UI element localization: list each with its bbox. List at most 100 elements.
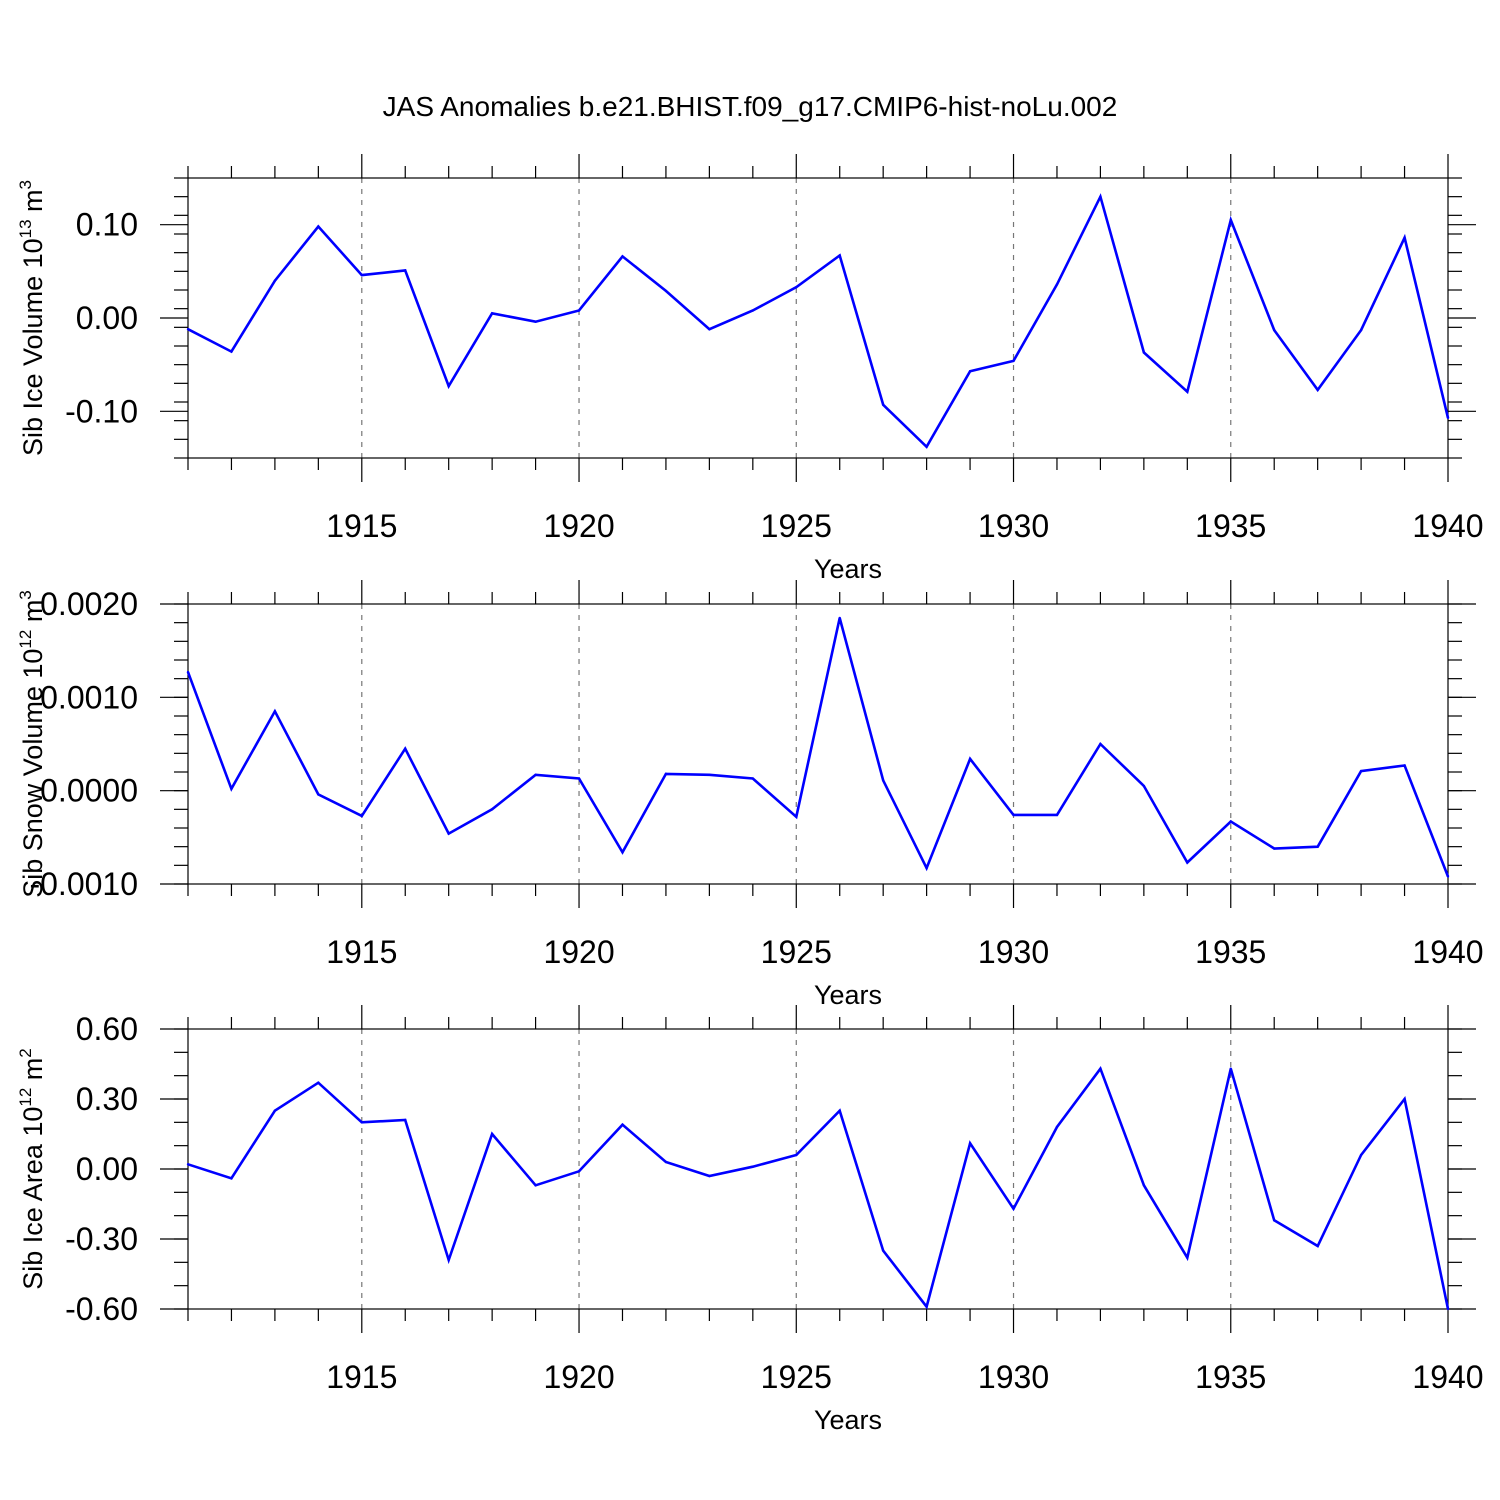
data-point-1937: [1316, 845, 1319, 848]
plot-frame: [187, 603, 1449, 885]
data-point-1940: [1446, 875, 1450, 878]
data-point-1931: [1055, 283, 1059, 286]
data-point-1932: [1099, 742, 1102, 746]
x-tick-label: 1915: [326, 934, 397, 970]
data-point-1933: [1142, 1184, 1146, 1187]
data-point-1920: [577, 1170, 581, 1173]
data-point-1911: [186, 670, 190, 674]
data-point-1930: [1012, 1207, 1015, 1210]
y-axis-label: Sib Ice Area 1012 m2: [16, 1048, 48, 1290]
data-point-1914: [317, 793, 320, 796]
data-point-1935: [1229, 218, 1232, 222]
data-point-1940: [1446, 1307, 1450, 1311]
data-point-1911: [186, 328, 190, 331]
data-point-1928: [925, 1305, 928, 1308]
data-point-1916: [404, 269, 407, 272]
data-point-1939: [1403, 1097, 1406, 1101]
data-point-1922: [664, 772, 668, 776]
data-point-1913: [273, 279, 277, 282]
data-point-1927: [881, 1249, 885, 1252]
x-axis-label: Years: [814, 554, 882, 584]
data-point-1939: [1403, 764, 1406, 767]
data-point-1937: [1316, 1244, 1319, 1248]
y-tick-label: -0.0010: [29, 866, 138, 902]
panels: 1915 1920 1925 1930 1935 1940 Years -0.10 0.00 0.…: [16, 154, 1484, 1435]
data-point-1930: [1012, 359, 1015, 363]
data-point-1940: [1446, 416, 1450, 420]
series-line-sib-ice-volume: [187, 193, 1450, 449]
data-point-1912: [230, 1177, 233, 1180]
y-axis-label: Sib Snow Volume 1012 m3: [16, 590, 48, 898]
x-tick-label: 1940: [1412, 508, 1483, 544]
y-tick-label: 0.0000: [40, 773, 138, 809]
y-tick-label: 0.10: [76, 207, 138, 243]
data-point-1929: [968, 1142, 972, 1145]
data-point-1917: [447, 384, 450, 388]
x-tick-label: 1925: [761, 1359, 832, 1395]
data-point-1923: [708, 773, 711, 776]
data-point-1925: [795, 1153, 798, 1157]
data-point-1934: [1186, 861, 1189, 864]
data-point-1926: [838, 254, 841, 257]
data-point-1933: [1142, 351, 1146, 354]
data-point-1936: [1273, 1219, 1276, 1222]
data-point-1931: [1055, 813, 1059, 817]
data-point-1935: [1229, 1067, 1232, 1070]
data-point-1919: [534, 773, 537, 776]
data-point-1921: [621, 1123, 624, 1126]
y-tick-label: 0.00: [76, 1151, 138, 1187]
data-point-1919: [534, 320, 537, 323]
figure-title: JAS Anomalies b.e21.BHIST.f09_g17.CMIP6-…: [383, 91, 1118, 122]
data-point-1915: [360, 273, 363, 277]
series-line-sib-ice-area: [187, 1066, 1450, 1310]
data-point-1918: [490, 808, 494, 811]
data-point-1926: [838, 616, 841, 620]
data-point-1913: [273, 710, 277, 713]
data-point-1918: [490, 1132, 494, 1136]
y-tick-label: -0.60: [65, 1291, 138, 1327]
data-point-1937: [1316, 388, 1319, 392]
data-point-1936: [1273, 328, 1276, 332]
data-point-1921: [621, 851, 624, 854]
data-point-1934: [1186, 1256, 1189, 1259]
x-tick-label: 1930: [978, 508, 1049, 544]
x-tick-label: 1920: [543, 1359, 614, 1395]
data-point-1912: [230, 787, 233, 790]
panel-sib-ice-area: 1915 1920 1925 1930 1935 1940 Years -0.60 -0.30 0…: [16, 1005, 1484, 1435]
data-point-1919: [534, 1184, 537, 1187]
data-point-1920: [577, 309, 581, 312]
x-tick-label: 1920: [543, 934, 614, 970]
data-point-1934: [1186, 390, 1189, 393]
data-point-1917: [447, 1258, 450, 1262]
data-point-1932: [1099, 195, 1102, 198]
data-point-1930: [1012, 813, 1015, 817]
y-tick-label: 0.30: [76, 1081, 138, 1117]
x-tick-label: 1930: [978, 1359, 1049, 1395]
data-point-1929: [968, 370, 972, 373]
x-tick-label: 1935: [1195, 1359, 1266, 1395]
data-point-1914: [317, 1081, 320, 1084]
x-tick-label: 1930: [978, 934, 1049, 970]
series-line-sib-snow-volume: [186, 617, 1450, 877]
y-tick-label: 0.0020: [40, 586, 138, 622]
data-point-1915: [360, 814, 363, 818]
data-point-1920: [577, 777, 581, 780]
x-tick-label: 1940: [1412, 1359, 1483, 1395]
y-tick-label: -0.10: [65, 393, 138, 429]
x-tick-label: 1940: [1412, 934, 1483, 970]
x-tick-label: 1935: [1195, 508, 1266, 544]
data-point-1914: [317, 225, 320, 228]
y-tick-label: 0.00: [76, 300, 138, 336]
data-point-1912: [230, 350, 233, 353]
data-point-1938: [1359, 1153, 1363, 1157]
x-tick-label: 1920: [543, 508, 614, 544]
y-tick-label: -0.30: [65, 1221, 138, 1257]
data-point-1925: [795, 815, 798, 818]
data-point-1936: [1273, 847, 1276, 850]
data-point-1928: [925, 445, 928, 448]
data-point-1922: [664, 1160, 668, 1164]
data-point-1925: [795, 286, 798, 289]
x-tick-label: 1925: [761, 508, 832, 544]
data-point-1938: [1359, 328, 1363, 332]
